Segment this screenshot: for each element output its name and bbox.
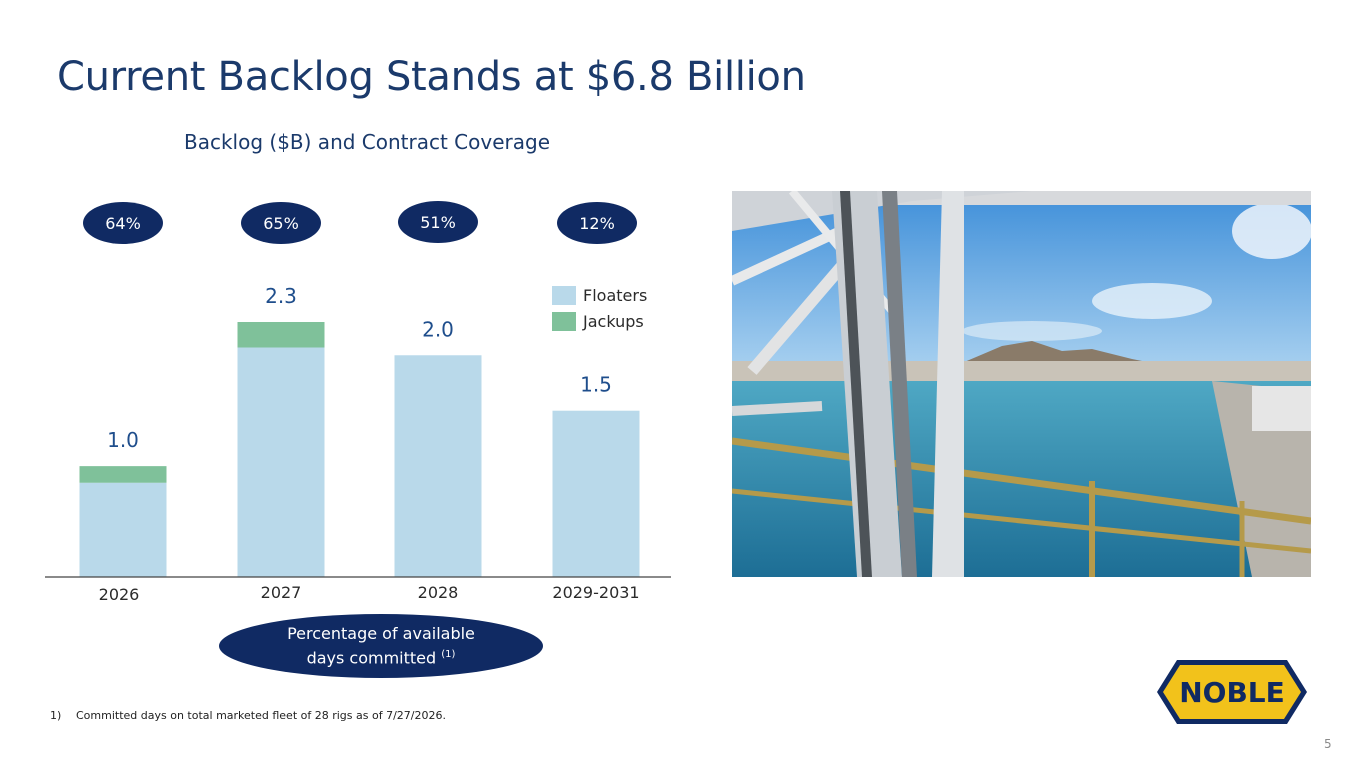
- footnote-number: 1): [50, 709, 62, 722]
- callout-line-2: days committed (1): [307, 644, 456, 668]
- coverage-value: 64%: [105, 213, 141, 233]
- noble-logo: NOBLE: [1155, 656, 1309, 732]
- harbor-illustration: [732, 191, 1311, 577]
- coverage-value: 51%: [420, 212, 456, 232]
- backlog-bar-chart: 1.0 2026 2.3 2027 2.0 2028 1.5 2029-2031: [45, 284, 671, 604]
- page-title: Current Backlog Stands at $6.8 Billion: [57, 54, 806, 100]
- x-tick-2027: 2027: [261, 583, 302, 602]
- coverage-pill-2027: 65%: [241, 202, 321, 244]
- legend-label-floaters: Floaters: [583, 285, 648, 305]
- total-label-2028: 2.0: [422, 317, 454, 341]
- x-tick-2029-2031: 2029-2031: [552, 583, 639, 602]
- coverage-pill-2028: 51%: [398, 201, 478, 243]
- coverage-pill-2026: 64%: [83, 202, 163, 244]
- legend-label-jackups: Jackups: [583, 311, 644, 331]
- port-photo: [732, 191, 1311, 577]
- chart-subtitle: Backlog ($B) and Contract Coverage: [184, 130, 551, 154]
- total-label-2029-2031: 1.5: [580, 373, 612, 397]
- noble-logo-badge: NOBLE: [1157, 660, 1307, 724]
- x-tick-2026: 2026: [99, 585, 140, 604]
- callout-line-1: Percentage of available: [287, 624, 475, 644]
- coverage-callout: Percentage of available days committed (…: [219, 614, 543, 678]
- total-label-2026: 1.0: [107, 428, 139, 452]
- coverage-value: 12%: [579, 213, 615, 233]
- logo-wordmark: NOBLE: [1179, 676, 1285, 709]
- callout-text: days committed: [306, 648, 437, 668]
- x-tick-2028: 2028: [418, 583, 459, 602]
- legend-item-floaters: Floaters: [552, 282, 647, 308]
- jackups-swatch: [552, 311, 576, 331]
- bar-floaters-2028: [394, 355, 482, 577]
- bar-jackups-2027: [237, 322, 325, 348]
- bar-floaters-2027: [237, 347, 325, 577]
- callout-footnote-marker: (1): [441, 649, 456, 661]
- footnote-text: Committed days on total marketed fleet o…: [76, 709, 446, 722]
- chart-legend: Floaters Jackups: [552, 282, 647, 334]
- floaters-swatch: [552, 285, 576, 305]
- footnote: 1) Committed days on total marketed fleet…: [50, 709, 446, 722]
- bar-floaters-2029-2031: [552, 410, 640, 577]
- page-number: 5: [1324, 737, 1332, 751]
- total-label-2027: 2.3: [265, 284, 297, 308]
- coverage-pill-2029-2031: 12%: [557, 202, 637, 244]
- legend-item-jackups: Jackups: [552, 308, 647, 334]
- bar-floaters-2026: [79, 482, 167, 577]
- coverage-value: 65%: [263, 213, 299, 233]
- bar-jackups-2026: [79, 466, 167, 483]
